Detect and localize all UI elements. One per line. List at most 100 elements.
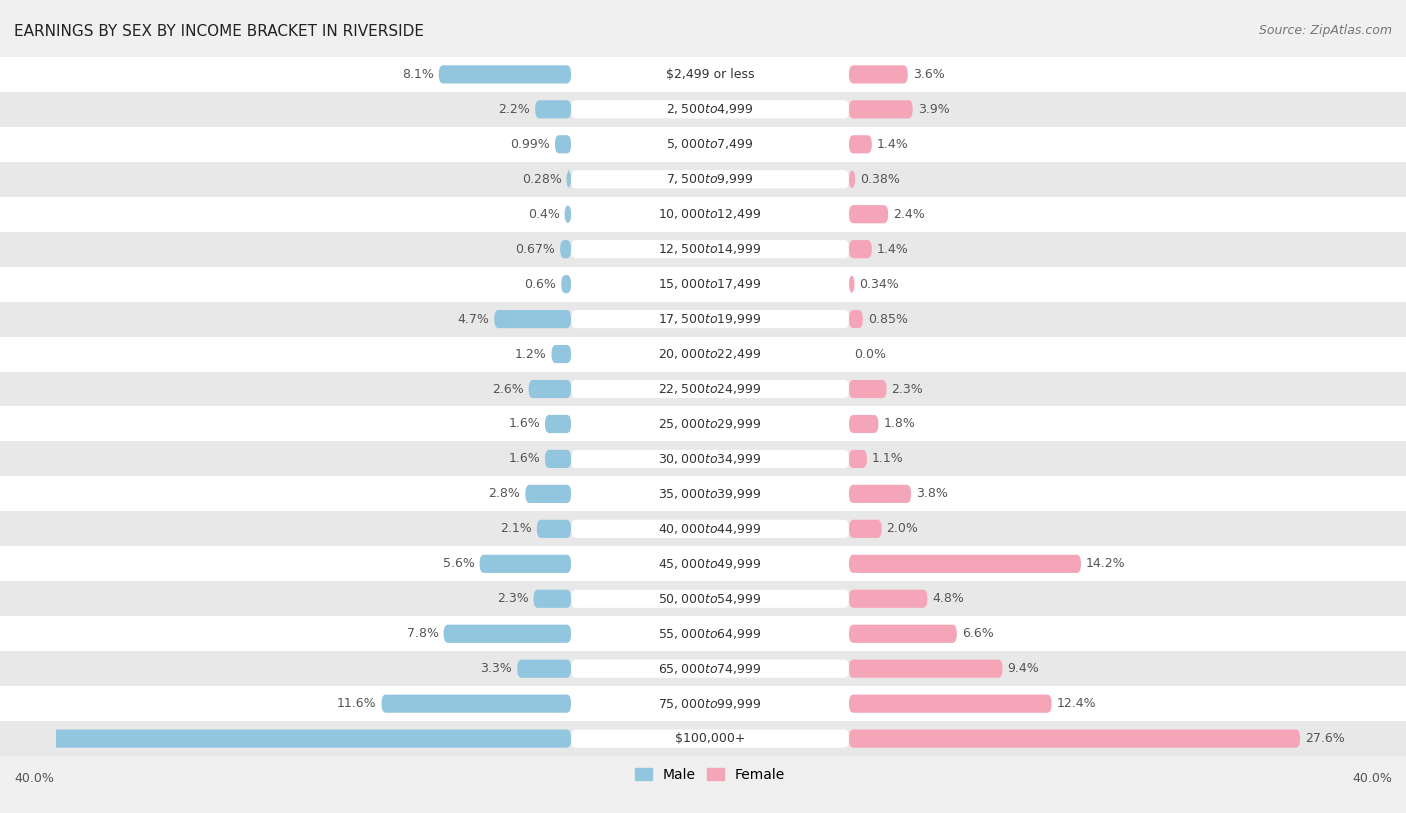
FancyBboxPatch shape — [571, 345, 849, 363]
Text: 1.4%: 1.4% — [877, 243, 908, 255]
Text: 1.1%: 1.1% — [872, 453, 904, 465]
Bar — [0, 616, 1406, 651]
Text: 0.0%: 0.0% — [853, 348, 886, 360]
FancyBboxPatch shape — [849, 415, 879, 433]
Text: $30,000 to $34,999: $30,000 to $34,999 — [658, 452, 762, 466]
Text: Source: ZipAtlas.com: Source: ZipAtlas.com — [1258, 24, 1392, 37]
Bar — [0, 197, 1406, 232]
FancyBboxPatch shape — [571, 135, 849, 154]
FancyBboxPatch shape — [479, 554, 571, 573]
Text: EARNINGS BY SEX BY INCOME BRACKET IN RIVERSIDE: EARNINGS BY SEX BY INCOME BRACKET IN RIV… — [14, 24, 425, 39]
FancyBboxPatch shape — [537, 520, 571, 538]
FancyBboxPatch shape — [849, 100, 912, 119]
FancyBboxPatch shape — [849, 520, 882, 538]
Text: $55,000 to $64,999: $55,000 to $64,999 — [658, 627, 762, 641]
FancyBboxPatch shape — [571, 520, 849, 538]
FancyBboxPatch shape — [849, 275, 855, 293]
Text: 3.9%: 3.9% — [918, 103, 949, 115]
Bar — [0, 721, 1406, 756]
Text: $45,000 to $49,999: $45,000 to $49,999 — [658, 557, 762, 571]
FancyBboxPatch shape — [546, 415, 571, 433]
Text: 2.6%: 2.6% — [492, 383, 523, 395]
Bar — [0, 441, 1406, 476]
Text: 2.8%: 2.8% — [488, 488, 520, 500]
FancyBboxPatch shape — [849, 485, 911, 503]
FancyBboxPatch shape — [849, 554, 1081, 573]
Text: 5.6%: 5.6% — [443, 558, 475, 570]
Bar — [0, 686, 1406, 721]
FancyBboxPatch shape — [517, 659, 571, 678]
FancyBboxPatch shape — [526, 485, 571, 503]
Text: $2,500 to $4,999: $2,500 to $4,999 — [666, 102, 754, 116]
FancyBboxPatch shape — [849, 589, 928, 608]
FancyBboxPatch shape — [439, 65, 571, 84]
Text: 1.6%: 1.6% — [509, 453, 540, 465]
Text: 2.3%: 2.3% — [496, 593, 529, 605]
Text: 27.6%: 27.6% — [1305, 733, 1344, 745]
Bar — [0, 92, 1406, 127]
Bar — [0, 267, 1406, 302]
Text: $5,000 to $7,499: $5,000 to $7,499 — [666, 137, 754, 151]
Text: $100,000+: $100,000+ — [675, 733, 745, 745]
FancyBboxPatch shape — [561, 275, 571, 293]
Legend: Male, Female: Male, Female — [630, 763, 790, 788]
Text: 40.0%: 40.0% — [14, 772, 53, 785]
FancyBboxPatch shape — [571, 240, 849, 259]
Text: 3.8%: 3.8% — [915, 488, 948, 500]
FancyBboxPatch shape — [571, 415, 849, 433]
Text: 1.4%: 1.4% — [877, 138, 908, 150]
Text: 8.1%: 8.1% — [402, 68, 434, 80]
Bar — [0, 406, 1406, 441]
Text: 1.6%: 1.6% — [509, 418, 540, 430]
FancyBboxPatch shape — [381, 694, 571, 713]
Text: 1.2%: 1.2% — [515, 348, 547, 360]
Text: $17,500 to $19,999: $17,500 to $19,999 — [658, 312, 762, 326]
Text: 0.34%: 0.34% — [859, 278, 900, 290]
Text: 7.8%: 7.8% — [406, 628, 439, 640]
Text: 0.85%: 0.85% — [868, 313, 908, 325]
Text: $75,000 to $99,999: $75,000 to $99,999 — [658, 697, 762, 711]
FancyBboxPatch shape — [849, 450, 868, 468]
Text: 9.4%: 9.4% — [1008, 663, 1039, 675]
FancyBboxPatch shape — [849, 380, 887, 398]
Text: 0.4%: 0.4% — [527, 208, 560, 220]
Bar — [0, 127, 1406, 162]
FancyBboxPatch shape — [571, 205, 849, 224]
Bar — [0, 511, 1406, 546]
Text: 2.3%: 2.3% — [891, 383, 924, 395]
Bar — [0, 546, 1406, 581]
FancyBboxPatch shape — [529, 380, 571, 398]
FancyBboxPatch shape — [571, 694, 849, 713]
Bar — [0, 232, 1406, 267]
Text: 0.99%: 0.99% — [510, 138, 550, 150]
Text: 0.6%: 0.6% — [524, 278, 557, 290]
Bar — [0, 162, 1406, 197]
Text: 0.67%: 0.67% — [516, 243, 555, 255]
Text: 14.2%: 14.2% — [1085, 558, 1126, 570]
FancyBboxPatch shape — [571, 729, 849, 748]
FancyBboxPatch shape — [495, 310, 571, 328]
FancyBboxPatch shape — [571, 589, 849, 608]
Text: 4.8%: 4.8% — [932, 593, 965, 605]
Text: $40,000 to $44,999: $40,000 to $44,999 — [658, 522, 762, 536]
Text: 11.6%: 11.6% — [337, 698, 377, 710]
FancyBboxPatch shape — [571, 450, 849, 468]
FancyBboxPatch shape — [849, 659, 1002, 678]
Bar — [0, 476, 1406, 511]
FancyBboxPatch shape — [0, 729, 571, 748]
FancyBboxPatch shape — [571, 624, 849, 643]
Text: $7,500 to $9,999: $7,500 to $9,999 — [666, 172, 754, 186]
Text: $50,000 to $54,999: $50,000 to $54,999 — [658, 592, 762, 606]
FancyBboxPatch shape — [546, 450, 571, 468]
FancyBboxPatch shape — [849, 310, 863, 328]
FancyBboxPatch shape — [849, 170, 855, 189]
Text: 40.0%: 40.0% — [1353, 772, 1392, 785]
Bar — [0, 302, 1406, 337]
FancyBboxPatch shape — [571, 554, 849, 573]
Text: $20,000 to $22,499: $20,000 to $22,499 — [658, 347, 762, 361]
FancyBboxPatch shape — [555, 135, 571, 154]
FancyBboxPatch shape — [571, 275, 849, 293]
Text: 4.7%: 4.7% — [457, 313, 489, 325]
Text: $65,000 to $74,999: $65,000 to $74,999 — [658, 662, 762, 676]
Text: 0.28%: 0.28% — [522, 173, 561, 185]
